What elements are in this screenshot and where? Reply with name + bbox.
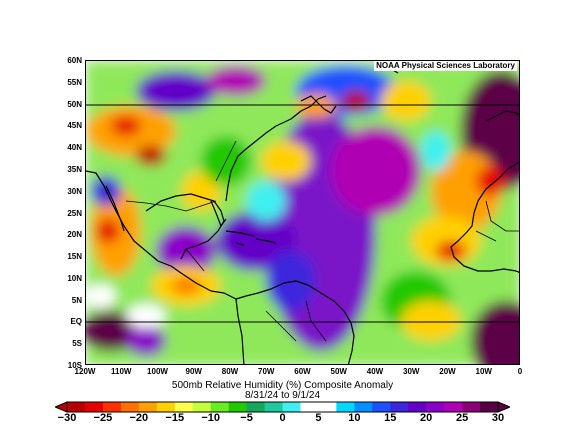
- lat-label-eq: EQ: [70, 317, 82, 327]
- lon-label-80w: 80W: [221, 367, 239, 376]
- lon-label-50w: 50W: [330, 367, 347, 376]
- lon-label-40w: 40W: [366, 367, 384, 376]
- colorbar-segment: [246, 402, 266, 412]
- colorbar-segment: [354, 402, 373, 412]
- colorbar-min-arrow: [55, 401, 68, 413]
- colorbar-segment: [228, 402, 248, 412]
- map-title: 500mb Relative Humidity (%) Composite An…: [171, 380, 394, 391]
- lon-label-70w: 70W: [258, 367, 275, 376]
- lat-label-10n: 10N: [67, 273, 82, 283]
- lat-label-25n: 25N: [67, 208, 82, 218]
- colorbar-tick-label: −20: [129, 412, 149, 424]
- lat-label-20n: 20N: [67, 230, 82, 240]
- colorbar-segment: [462, 402, 481, 412]
- lon-label-120w: 120W: [74, 367, 96, 376]
- lon-label-60w: 60W: [294, 367, 311, 376]
- credit-label: NOAA Physical Sciences Laboratory: [374, 61, 517, 71]
- colorbar-segment: [300, 402, 319, 412]
- lat-label-30n: 30N: [67, 186, 82, 196]
- lon-label-20w: 20W: [439, 367, 456, 376]
- colorbar-segment: [336, 402, 355, 412]
- colorbar-segment: [264, 402, 283, 412]
- colorbar-tick-label: 0: [279, 412, 286, 424]
- colorbar-segment: [210, 402, 230, 412]
- colorbar-tick-label: 20: [420, 412, 433, 424]
- colorbar-segment: [444, 402, 463, 412]
- lon-label-10w: 10W: [475, 367, 492, 376]
- colorbar-segment: [282, 402, 301, 412]
- colorbar-tick-label: 5: [315, 412, 322, 424]
- lon-label-110w: 110W: [111, 367, 132, 376]
- colorbar-tick-label: −10: [201, 412, 220, 424]
- colorbar-max-arrow: [497, 401, 510, 413]
- date-range: 8/31/24 to 9/1/24: [244, 390, 321, 401]
- colorbar-segment: [318, 402, 337, 412]
- colorbar-segment: [480, 402, 499, 412]
- lon-label-90w: 90W: [185, 367, 202, 376]
- colorbar-segment: [102, 402, 122, 412]
- colorbar-segment: [138, 402, 158, 412]
- anomaly-field: [86, 61, 519, 364]
- colorbar-tick-label: 10: [348, 412, 361, 424]
- colorbar-border: [66, 401, 499, 413]
- colorbar-segment: [390, 402, 409, 412]
- borders: [125, 140, 519, 342]
- map-frame: [85, 60, 520, 365]
- lat-label-5n: 5N: [71, 295, 82, 305]
- lat-label-10s: 10S: [67, 361, 82, 370]
- colorbar-tick-label: −25: [93, 412, 113, 424]
- lat-label-5s: 5S: [72, 339, 82, 349]
- lat-label-15n: 15N: [67, 252, 82, 262]
- anomaly-map: [86, 61, 519, 364]
- colorbar: [55, 401, 510, 413]
- colorbar-tick-label: −30: [57, 412, 77, 424]
- colorbar-tick-label: −15: [165, 412, 185, 424]
- colorbar-segment: [120, 402, 140, 412]
- lat-label-60n: 60N: [67, 56, 82, 65]
- colorbar-tick-label: 15: [384, 412, 397, 424]
- colorbar-tick-label: 30: [491, 412, 505, 424]
- lat-label-55n: 55N: [67, 77, 82, 87]
- lon-label-30w: 30W: [403, 367, 420, 376]
- colorbar-segment: [408, 402, 427, 412]
- colorbar-segment: [426, 402, 445, 412]
- colorbar-tick-label: −5: [240, 412, 253, 424]
- lat-label-40n: 40N: [67, 143, 82, 153]
- colorbar-segment: [174, 402, 194, 412]
- lat-label-45n: 45N: [67, 121, 82, 131]
- lon-label-100w: 100W: [147, 367, 168, 376]
- colorbar-segment: [67, 402, 86, 412]
- colorbar-tick-label: 25: [455, 412, 469, 424]
- colorbar-segment: [156, 402, 176, 412]
- lat-label-35n: 35N: [67, 164, 82, 174]
- lat-label-50n: 50N: [67, 99, 82, 109]
- colorbar-segment: [372, 402, 391, 412]
- colorbar-segment: [84, 402, 104, 412]
- lon-label-0: 0: [517, 367, 523, 376]
- colorbar-segment: [192, 402, 212, 412]
